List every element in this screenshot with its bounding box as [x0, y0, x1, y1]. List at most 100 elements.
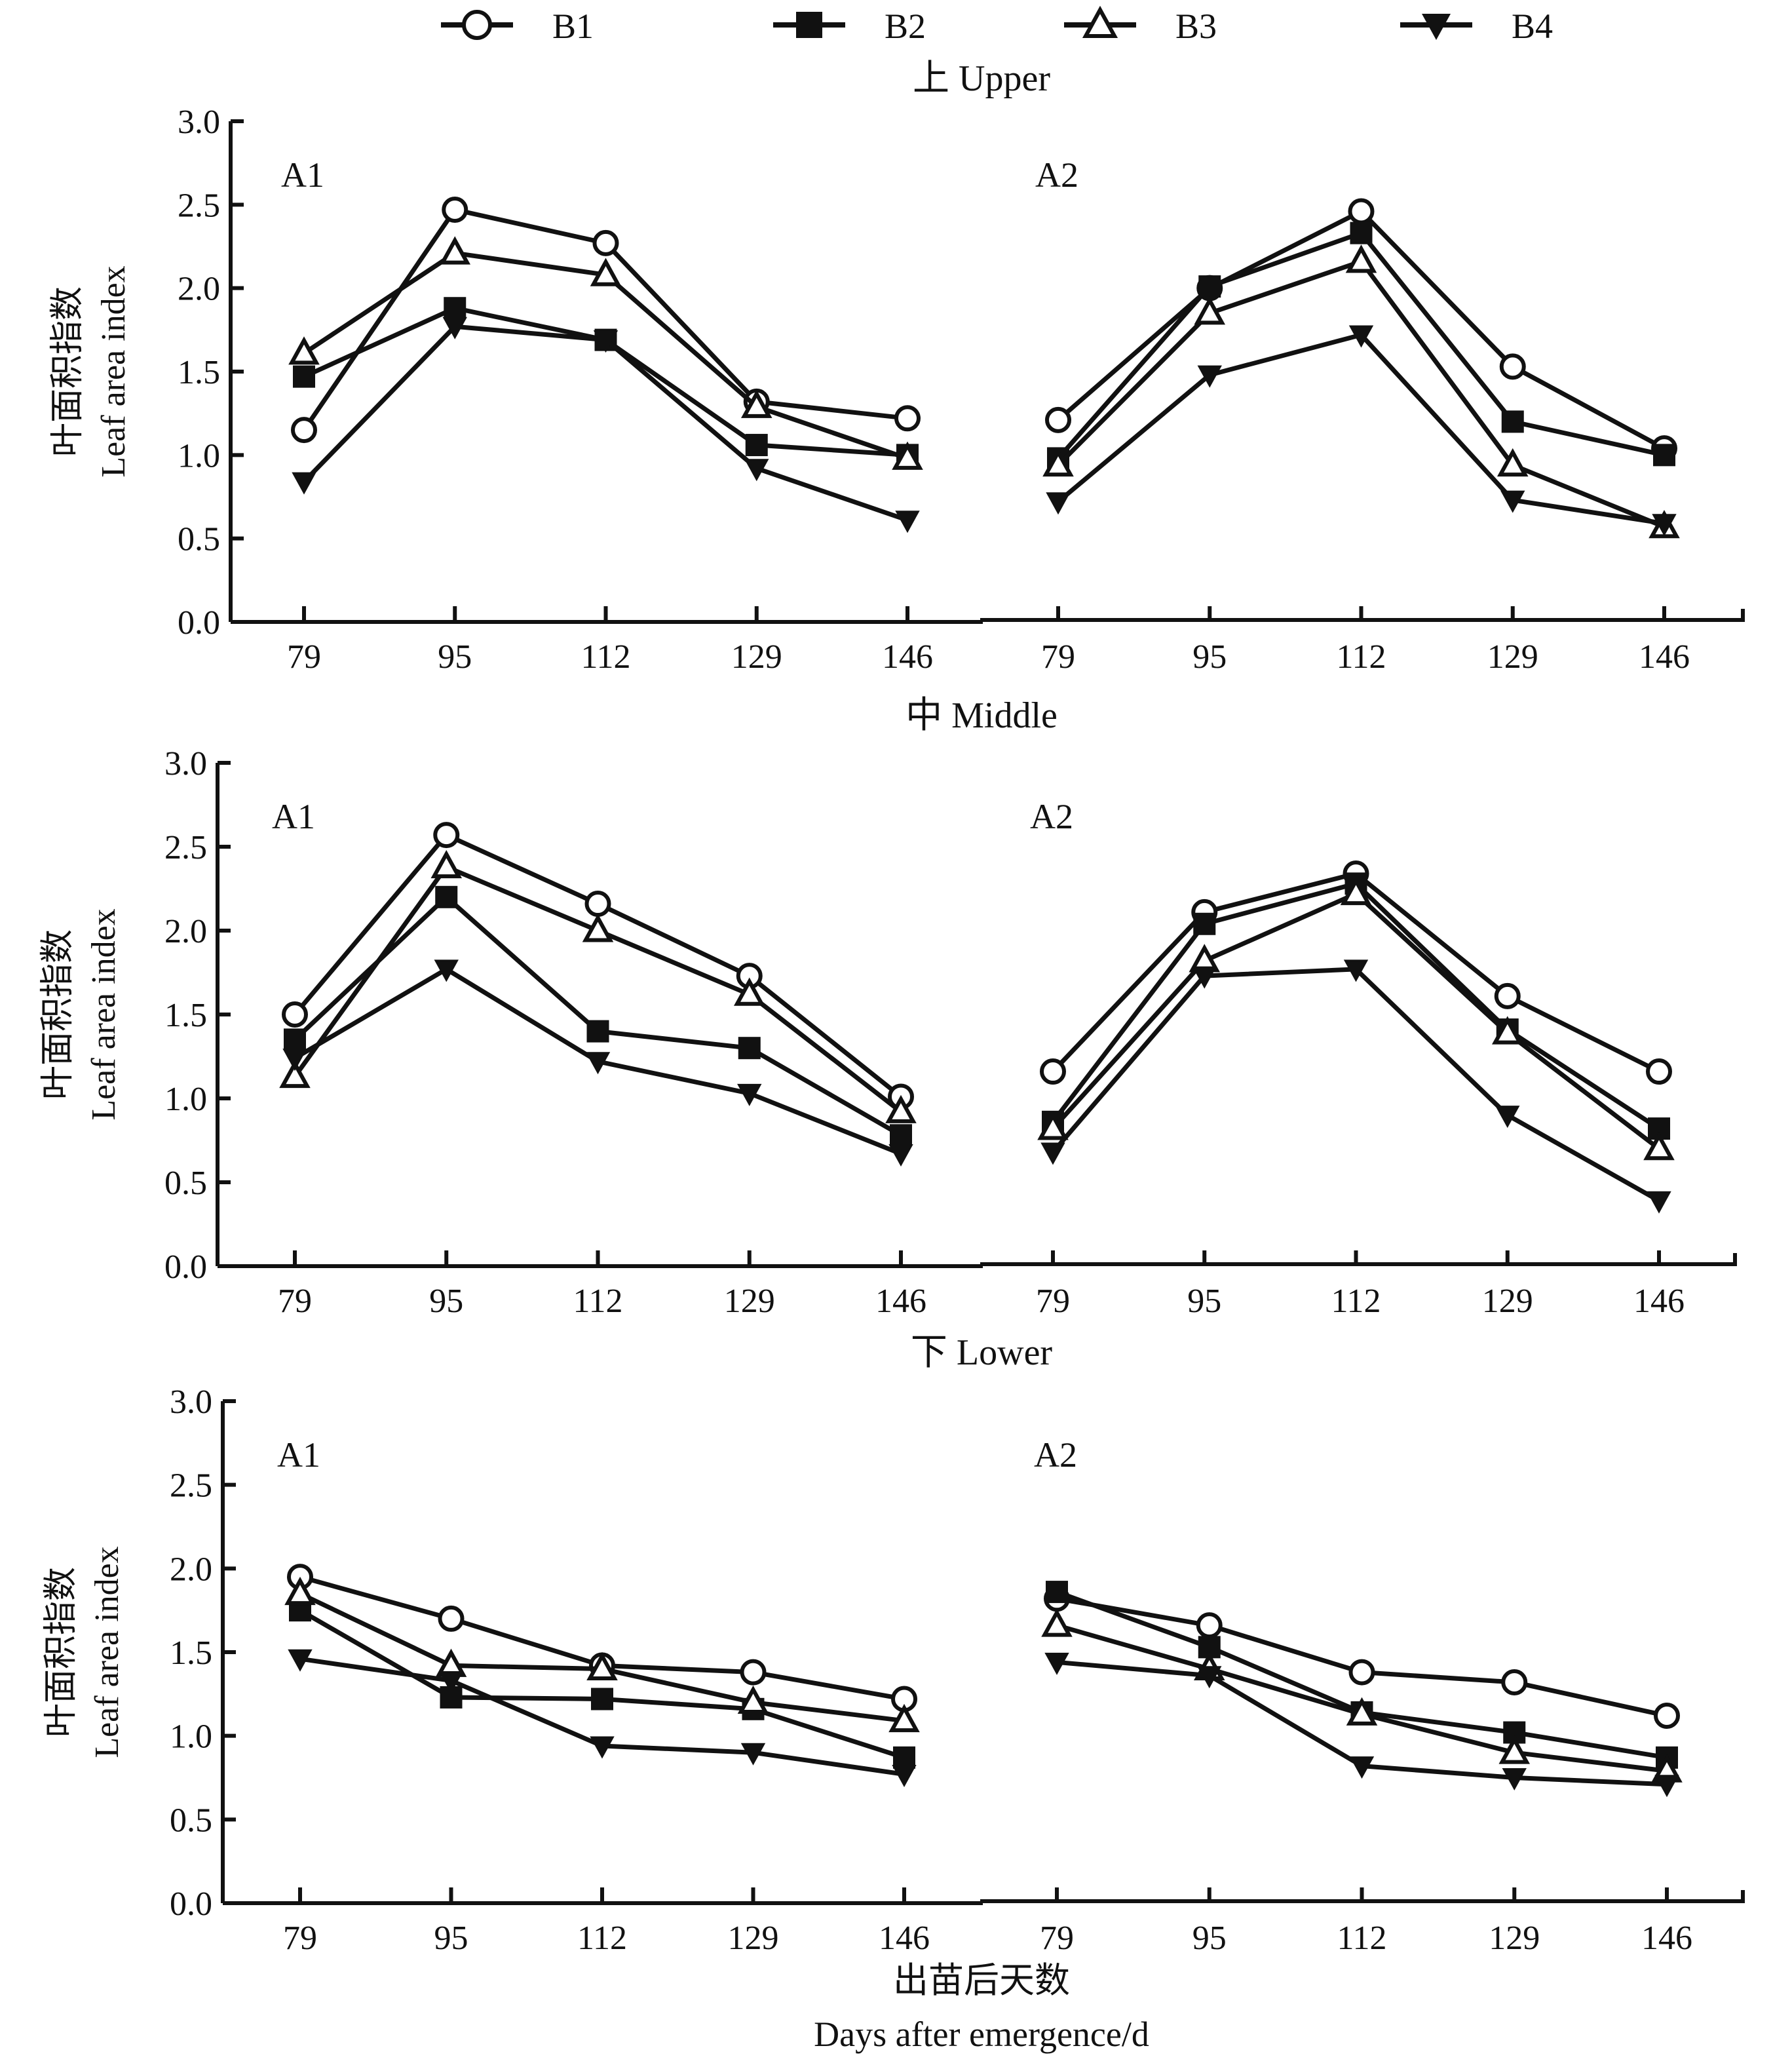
data-point-b2 — [1350, 222, 1373, 244]
y-tick-label: 2.0 — [170, 1551, 212, 1588]
data-point-b4 — [888, 1144, 913, 1167]
data-point-b3 — [590, 258, 622, 286]
data-point-b1 — [1348, 1659, 1375, 1686]
x-tick-label: 79 — [283, 1920, 317, 1957]
data-point-b4 — [1495, 1106, 1520, 1129]
data-point-b1 — [1494, 982, 1521, 1009]
y-tick-label: 0.5 — [178, 521, 220, 558]
x-tick-label: 129 — [1487, 638, 1538, 676]
series-b1 — [291, 196, 921, 444]
series-b4 — [288, 1649, 917, 1787]
series-b3 — [288, 236, 923, 470]
y-axis-label-en: Leaf area index — [88, 1546, 126, 1758]
data-point-b3 — [1340, 876, 1372, 906]
data-point-b1 — [438, 1605, 465, 1632]
legend-label: B4 — [1512, 7, 1553, 46]
data-point-b3 — [439, 236, 471, 265]
y-tick-label: 0.0 — [164, 1248, 207, 1286]
data-point-b3 — [1643, 1132, 1675, 1161]
y-tick-label: 1.5 — [170, 1634, 212, 1672]
data-point-b3 — [288, 336, 320, 365]
x-tick-label: 95 — [434, 1920, 468, 1957]
y-tick-label: 1.5 — [178, 354, 220, 391]
data-point-b3 — [885, 1094, 917, 1123]
series-line-b3 — [1051, 891, 1661, 1151]
data-point-b4 — [585, 1052, 611, 1075]
x-tick-label: 79 — [1041, 638, 1075, 676]
series-line-b2 — [1051, 881, 1660, 1131]
legend-marker-open-circle — [462, 10, 492, 40]
data-point-b3 — [1037, 1111, 1069, 1140]
data-point-b2 — [1501, 410, 1524, 433]
x-tick-label: 79 — [1040, 1920, 1074, 1957]
y-axis-label-cn: 叶面积指数 — [49, 286, 86, 457]
data-point-b4 — [892, 1764, 917, 1787]
legend-item-b1: B1 — [441, 7, 594, 46]
x-tick-label: 146 — [1639, 638, 1690, 676]
data-point-b4 — [434, 959, 459, 982]
x-tick-label: 146 — [1641, 1920, 1692, 1957]
data-point-b4 — [1349, 1756, 1375, 1779]
x-tick-label: 79 — [1036, 1283, 1070, 1320]
data-point-b3 — [1041, 1608, 1073, 1637]
series-b1 — [1045, 198, 1677, 462]
x-tick-label: 112 — [1337, 1920, 1386, 1957]
x-tick-label: 146 — [875, 1283, 926, 1320]
series-b1 — [282, 822, 914, 1110]
panel-a2: A2 79 95 112 129 146 — [1030, 797, 1685, 1320]
y-tick-label: 1.0 — [164, 1081, 207, 1118]
data-point-b3 — [1345, 244, 1377, 273]
data-point-b1 — [1501, 1669, 1528, 1695]
x-tick-label: 79 — [287, 638, 321, 676]
section-title: 中 Middle — [906, 695, 1058, 736]
x-tick-label: 146 — [879, 1920, 930, 1957]
x-tick-label: 112 — [577, 1920, 627, 1957]
data-point-b3 — [1491, 1016, 1523, 1045]
data-point-b3 — [1042, 448, 1074, 477]
data-point-b2 — [284, 1028, 306, 1051]
data-point-b1 — [433, 822, 460, 849]
series-b3 — [1037, 876, 1675, 1161]
data-point-b3 — [1498, 1735, 1531, 1764]
data-point-b2 — [1653, 444, 1675, 467]
x-tick-label: 129 — [1489, 1920, 1540, 1957]
x-tick-label: 95 — [1192, 1920, 1227, 1957]
x-tick-label: 129 — [731, 638, 782, 676]
x-tick-label: 129 — [728, 1920, 779, 1957]
legend-label: B1 — [552, 7, 594, 46]
series-b3 — [279, 849, 917, 1123]
y-axis-label-cn: 叶面积指数 — [43, 1567, 80, 1737]
data-point-b3 — [1346, 1697, 1378, 1726]
series-line-b4 — [302, 324, 909, 522]
series-b2 — [293, 297, 919, 467]
data-point-b2 — [890, 1124, 912, 1147]
x-tick-label: 129 — [1482, 1283, 1533, 1320]
y-tick-label: 0.0 — [178, 604, 220, 642]
panel-label: A2 — [1030, 797, 1073, 836]
y-tick-label: 0.0 — [170, 1885, 212, 1923]
data-point-b1 — [1654, 1703, 1680, 1729]
data-point-b3 — [892, 441, 923, 470]
data-point-b2 — [738, 1037, 761, 1060]
data-point-b3 — [740, 389, 772, 418]
data-point-b4 — [442, 317, 467, 339]
x-tick-label: 146 — [882, 638, 933, 676]
data-point-b1 — [282, 1001, 308, 1028]
data-point-b1 — [1499, 353, 1526, 380]
data-point-b4 — [895, 511, 920, 533]
x-tick-label: 79 — [278, 1283, 312, 1320]
data-point-b4 — [1040, 1142, 1065, 1165]
x-tick-label: 95 — [1187, 1283, 1221, 1320]
section-title: 下 Lower — [911, 1332, 1053, 1373]
y-tick-label: 1.0 — [170, 1718, 212, 1756]
series-b2 — [284, 885, 912, 1147]
data-point-b2 — [591, 1688, 613, 1710]
section-title: 上 Upper — [913, 58, 1050, 99]
y-tick-label: 2.0 — [164, 913, 207, 950]
y-axis-label-en: Leaf area index — [95, 265, 132, 477]
panel-label: A1 — [281, 155, 324, 195]
chart-section-0: 上 Upper 0.0 0.5 1.0 1.5 2.0 2.5 3.0 叶面积指数 Leaf ar… — [49, 58, 1745, 676]
data-point-b3 — [1194, 296, 1226, 325]
y-tick-label: 2.5 — [170, 1467, 212, 1505]
